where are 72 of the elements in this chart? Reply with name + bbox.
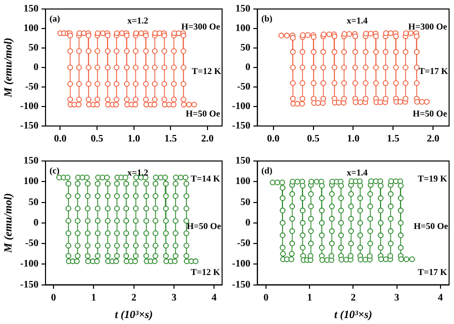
- annotation: T=12 K: [192, 66, 222, 76]
- y-tick-label: -100: [232, 258, 250, 270]
- y-tick-label: 50: [240, 42, 250, 54]
- annotation: x=1.2: [127, 15, 149, 26]
- x-tick-label: 0: [51, 292, 56, 304]
- annotation: T=19 K: [418, 173, 448, 184]
- x-tick-label: 0.5: [307, 134, 320, 145]
- x-tick-label: 1: [91, 292, 96, 304]
- annotation: T=12 K: [190, 267, 220, 278]
- y-tick-label: 150: [24, 4, 39, 15]
- x-tick-label: 0.0: [267, 134, 280, 145]
- annotation: T=17 K: [418, 267, 448, 278]
- y-axis-title: M (emu/mol): [2, 38, 14, 98]
- x-axis-title: t (10³×s): [334, 309, 372, 322]
- y-tick-label: 50: [28, 42, 39, 54]
- y-tick-label: 100: [235, 23, 250, 34]
- y-tick-label: 50: [240, 196, 250, 208]
- x-tick-label: 1.0: [128, 134, 140, 145]
- y-tick-label: -50: [236, 82, 250, 93]
- x-tick-label: 0.5: [90, 134, 104, 145]
- y-tick-label: 0: [245, 62, 250, 74]
- x-tick-label: 2: [131, 292, 136, 304]
- y-tick-label: 150: [235, 156, 250, 167]
- x-tick-label: 1: [307, 292, 312, 304]
- x-axis-title: t (10³×s): [114, 309, 153, 322]
- y-tick-label: -50: [25, 82, 39, 93]
- y-tick-label: 0: [245, 217, 250, 228]
- annotation: H=300 Oe: [408, 21, 448, 32]
- y-axis-title: M (emu/mol): [2, 193, 14, 254]
- y-tick-label: 0: [34, 62, 39, 74]
- y-tick-label: 0: [34, 217, 39, 228]
- y-tick-label: -50: [236, 238, 250, 250]
- annotation: x=1.2: [127, 167, 149, 178]
- x-tick-label: 2: [350, 292, 356, 304]
- annotation: x=1.4: [346, 15, 368, 26]
- y-tick-label: 100: [24, 176, 39, 188]
- y-tick-label: -100: [232, 101, 250, 112]
- x-tick-label: 1.5: [386, 134, 400, 145]
- y-tick-label: -100: [20, 258, 39, 270]
- annotation: (a): [50, 13, 60, 24]
- y-tick-label: 150: [24, 156, 39, 167]
- y-tick-label: -50: [25, 238, 39, 250]
- y-tick-label: 100: [235, 176, 250, 188]
- x-tick-label: 4: [438, 292, 443, 304]
- annotation: H=50 Oe: [186, 221, 222, 232]
- x-tick-label: 1.0: [346, 134, 360, 145]
- x-tick-label: 0.0: [54, 134, 66, 145]
- annotation: H=50 Oe: [186, 108, 220, 118]
- x-tick-label: 3: [394, 292, 400, 304]
- y-tick-label: -150: [232, 120, 250, 132]
- annotation: H=50 Oe: [412, 108, 448, 118]
- x-tick-label: 4: [212, 292, 217, 304]
- x-tick-label: 0: [264, 292, 269, 304]
- annotation: H=50 Oe: [414, 221, 448, 232]
- annotation: T=14 K: [190, 173, 220, 184]
- annotation: (d): [261, 165, 272, 176]
- annotation: (b): [261, 13, 272, 24]
- annotation: H=300 Oe: [181, 21, 220, 32]
- annotation: (c): [50, 165, 60, 176]
- x-tick-label: 2.0: [201, 134, 214, 145]
- x-tick-label: 3: [171, 292, 176, 304]
- y-tick-label: 50: [28, 196, 39, 208]
- x-tick-label: 1.5: [164, 134, 177, 145]
- y-tick-label: -150: [20, 279, 39, 290]
- annotation: x=1.4: [346, 167, 368, 178]
- y-tick-label: -150: [232, 279, 250, 290]
- annotation: T=17 K: [418, 66, 448, 76]
- y-tick-label: 100: [24, 23, 39, 34]
- y-tick-label: 150: [235, 4, 250, 15]
- y-tick-label: -100: [20, 101, 39, 112]
- y-tick-label: -150: [20, 120, 39, 132]
- x-tick-label: 2.0: [426, 134, 440, 145]
